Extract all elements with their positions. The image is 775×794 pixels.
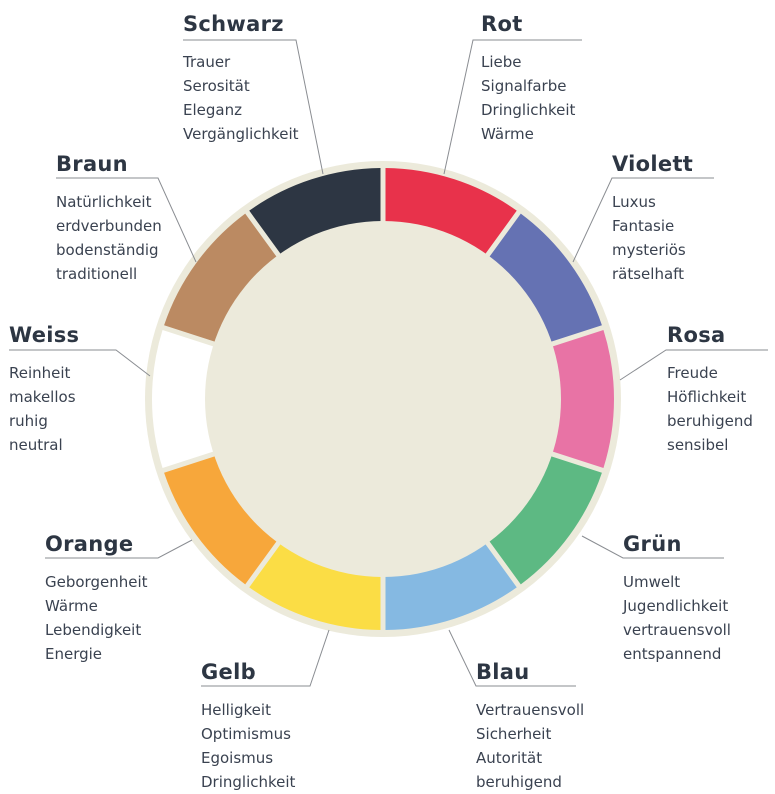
attribute: Jugendlichkeit [623,597,729,615]
attribute: erdverbunden [56,217,162,235]
label-weiss: Weiss Reinheit makellos ruhig neutral [9,322,79,457]
attribute-list: Freude Höflichkeit beruhigend sensibel [667,361,753,457]
attribute: Helligkeit [201,701,271,719]
attribute-list: Reinheit makellos ruhig neutral [9,361,79,457]
color-name: Violett [612,152,694,176]
label-blau: Blau Vertrauensvoll Sicherheit Autorität… [476,659,584,794]
color-name: Grün [623,532,682,556]
attribute-list: Helligkeit Optimismus Egoismus Dringlich… [201,698,295,794]
color-name: Weiss [9,323,80,347]
segment-gruen [489,456,602,585]
attribute: ruhig [9,412,48,430]
leader-line-rosa [619,349,768,381]
label-rot: Rot Liebe Signalfarbe Dringlichkeit Wärm… [481,11,575,146]
segment-rosa [552,329,615,469]
attribute: Vergänglichkeit [183,125,299,143]
segment-gelb [249,543,381,630]
attribute: Autorität [476,749,543,767]
color-name: Blau [476,660,530,684]
attribute-list: Liebe Signalfarbe Dringlichkeit Wärme [481,50,575,146]
attribute: Umwelt [623,573,681,591]
leader-line-orange [45,539,193,559]
attribute: Vertrauensvoll [476,701,585,719]
attribute: traditionell [56,265,138,283]
attribute: Wärme [481,125,534,143]
color-name: Gelb [201,660,256,684]
attribute: Serosität [183,77,250,95]
color-name: Rot [481,12,523,36]
attribute: Energie [45,645,103,663]
attribute-list: Vertrauensvoll Sicherheit Autorität beru… [476,698,584,794]
segment-weiss [152,329,214,469]
attribute: beruhigend [667,412,753,430]
segment-orange [164,456,277,585]
attribute: Sicherheit [476,725,552,743]
segment-violett [489,213,602,342]
segment-rot [385,168,517,255]
leader-line-blau [448,629,576,687]
attribute: mysteriös [612,241,686,259]
label-braun: Braun Natürlichkeit erdverbunden bodenst… [56,151,162,286]
color-name: Schwarz [183,12,284,36]
attribute: rätselhaft [612,265,685,283]
attribute: Liebe [481,53,522,71]
wheel-center-disc [205,221,561,577]
label-schwarz: Schwarz Trauer Serosität Eleganz Vergäng… [183,11,299,146]
leader-line-gelb [201,629,330,687]
attribute: Natürlichkeit [56,193,152,211]
leader-line-schwarz [183,39,324,175]
attribute: Fantasie [612,217,675,235]
attribute: Egoismus [201,749,274,767]
attribute: Signalfarbe [481,77,567,95]
attribute: sensibel [667,436,729,454]
attribute-list: Luxus Fantasie mysteriös rätselhaft [612,190,693,286]
attribute: vertrauensvoll [623,621,731,639]
attribute-list: Natürlichkeit erdverbunden bodenständig … [56,190,162,286]
attribute: Optimismus [201,725,291,743]
attribute: neutral [9,436,63,454]
attribute: Höflichkeit [667,388,747,406]
attribute: Lebendigkeit [45,621,142,639]
attribute: beruhigend [476,773,562,791]
attribute-list: Umwelt Jugendlichkeit vertrauensvoll ent… [623,570,731,666]
color-name: Braun [56,152,128,176]
label-violett: Violett Luxus Fantasie mysteriös rätselh… [612,151,693,286]
attribute: Freude [667,364,718,382]
label-gruen: Grün Umwelt Jugendlichkeit vertrauensvol… [623,531,731,666]
label-rosa: Rosa Freude Höflichkeit beruhigend sensi… [667,322,753,457]
leader-line-violett [572,177,714,263]
leader-line-weiss [9,349,151,377]
attribute: Dringlichkeit [481,101,576,119]
attribute: Reinheit [9,364,71,382]
leader-line-braun [56,177,197,263]
segment-braun [164,213,277,342]
leader-line-gruen [581,535,724,559]
attribute: Luxus [612,193,656,211]
attribute-list: Geborgenheit Wärme Lebendigkeit Energie [45,570,148,666]
attribute: makellos [9,388,76,406]
label-gelb: Gelb Helligkeit Optimismus Egoismus Drin… [201,659,295,794]
attribute: Trauer [183,53,231,71]
attribute: Geborgenheit [45,573,148,591]
label-orange: Orange Geborgenheit Wärme Lebendigkeit E… [45,531,148,666]
segment-schwarz [249,168,381,255]
attribute: Wärme [45,597,98,615]
color-name: Rosa [667,323,726,347]
leader-line-rot [443,39,582,175]
attribute: Dringlichkeit [201,773,296,791]
attribute: Eleganz [183,101,242,119]
attribute-list: Trauer Serosität Eleganz Vergänglichkeit [183,50,299,146]
attribute: bodenständig [56,241,159,259]
segment-blau [385,543,517,630]
attribute: entspannend [623,645,722,663]
color-name: Orange [45,532,134,556]
